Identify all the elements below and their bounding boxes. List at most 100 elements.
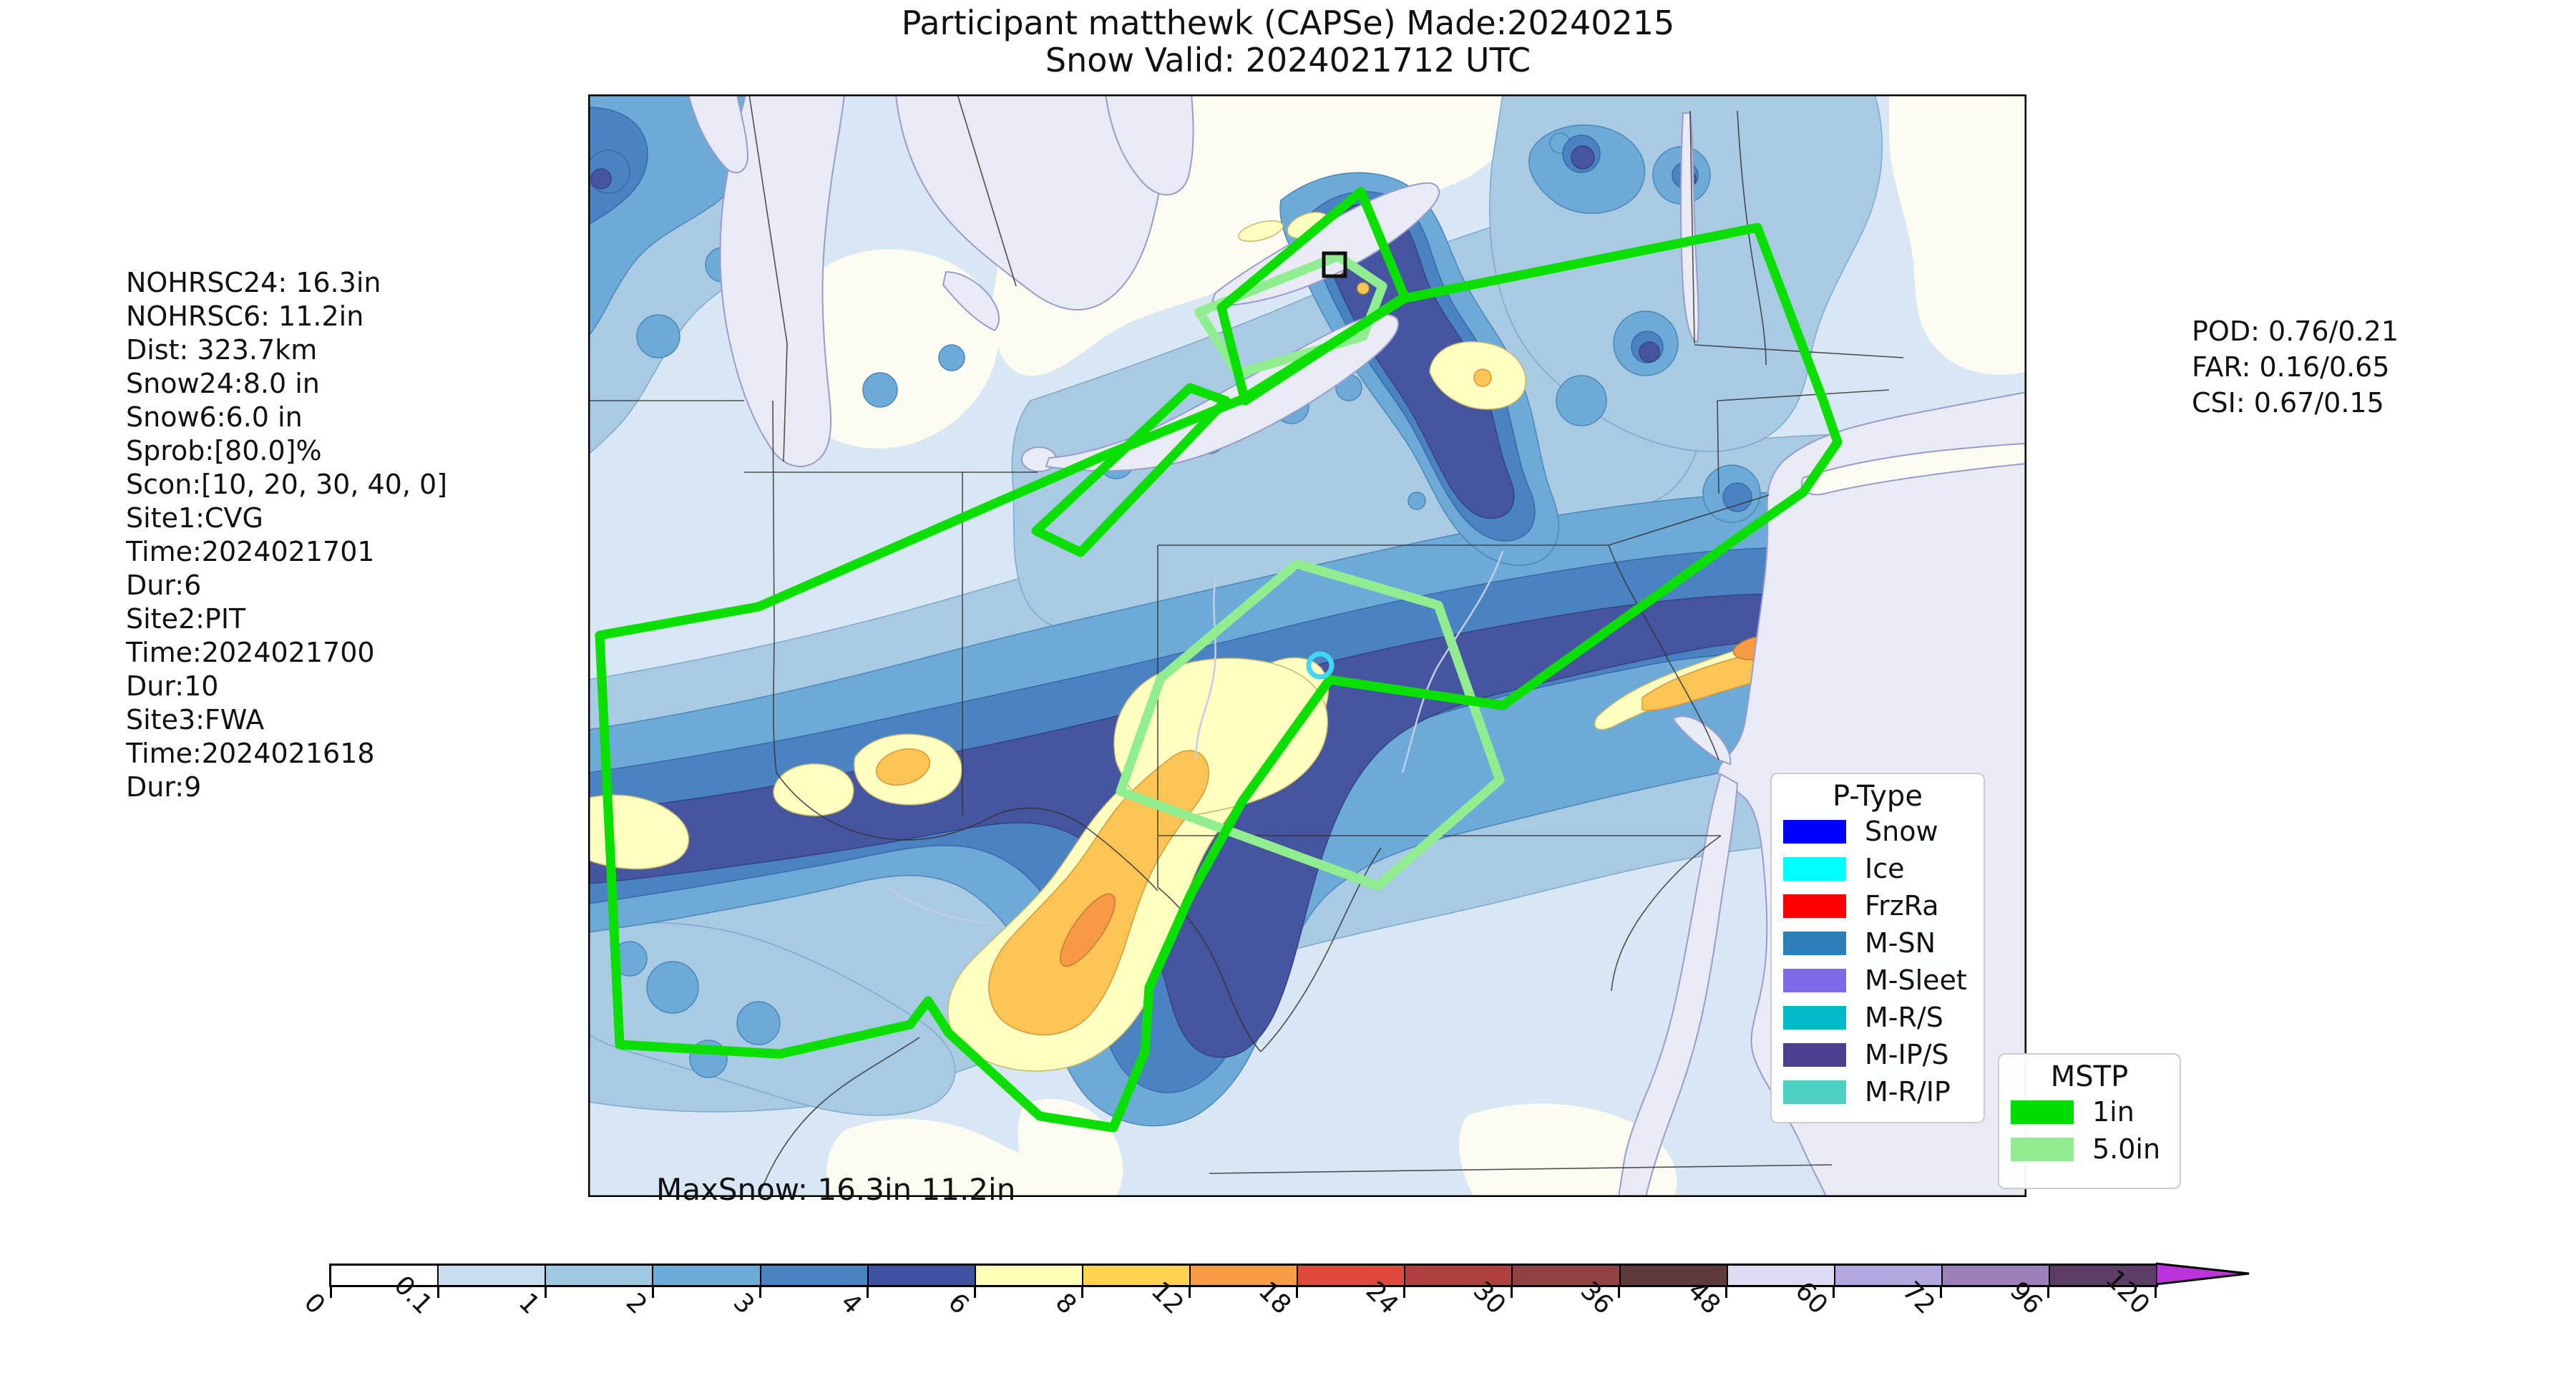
left-stat-line-7: Site1:CVG — [126, 502, 263, 534]
colorbar-segment-15 — [1942, 1266, 2050, 1285]
colorbar-tick-60 — [1833, 1287, 1835, 1298]
lake-michigan — [719, 94, 846, 467]
colorbar-tick-36 — [1618, 1287, 1620, 1298]
mstp-item-5-0in: 5.0in — [1999, 1130, 2180, 1168]
lake-ontario — [1209, 182, 1440, 308]
ptype-item-m-ip-s: M-IP/S — [1772, 1036, 1984, 1073]
colorbar-extend-arrow — [2156, 1262, 2250, 1286]
left-stat-line-1: NOHRSC6: 11.2in — [126, 301, 364, 332]
colorbar-segment-12 — [1620, 1266, 1728, 1285]
left-stat-line-5: Sprob:[80.0]% — [126, 435, 322, 466]
saginaw-bay — [942, 270, 1000, 332]
snow-contour-map — [588, 94, 2026, 1197]
colorbar-tick-4 — [867, 1287, 869, 1298]
ptype-item-m-sleet: M-Sleet — [1772, 962, 1984, 999]
left-stats-block: NOHRSC24: 16.3in NOHRSC6: 11.2in Dist: 323… — [126, 266, 447, 804]
title-line-1: Participant matthewk (CAPSe) Made:202402… — [901, 4, 1675, 42]
mstp-legend-title: MSTP — [2050, 1060, 2129, 1093]
colorbar-segment-14 — [1835, 1266, 1943, 1285]
ptype-label-5: M-R/S — [1865, 1002, 1943, 1033]
ptype-label-4: M-Sleet — [1865, 964, 1967, 996]
ptype-swatch-0 — [1783, 819, 1846, 844]
ptype-swatch-1 — [1783, 856, 1846, 881]
ptype-item-m-r-ip: M-R/IP — [1772, 1073, 1984, 1110]
ptype-item-m-sn: M-SN — [1772, 924, 1984, 962]
colorbar-segment-9 — [1298, 1266, 1406, 1285]
colorbar-segment-16 — [2050, 1266, 2157, 1285]
colorbar-segment-2 — [546, 1266, 654, 1285]
left-stat-line-10: Site2:PIT — [126, 603, 246, 635]
colorbar-tick-3 — [759, 1287, 761, 1298]
colorbar-segment-10 — [1405, 1266, 1513, 1285]
map-panel: MaxSnow: 16.3in 11.2in — [588, 94, 2026, 1207]
colorbar-segment-5 — [868, 1266, 976, 1285]
ptype-legend-title: P-Type — [1833, 780, 1923, 813]
verification-stats-block: POD: 0.76/0.21 FAR: 0.16/0.65 CSI: 0.67/0.… — [2192, 313, 2399, 421]
mstp-item-1in: 1in — [1999, 1093, 2180, 1130]
right-stat-line-0: POD: 0.76/0.21 — [2192, 316, 2399, 347]
ptype-label-3: M-SN — [1865, 927, 1936, 959]
ptype-label-6: M-IP/S — [1865, 1039, 1949, 1070]
ptype-swatch-4 — [1783, 968, 1846, 992]
left-stat-line-4: Snow6:6.0 in — [126, 401, 303, 433]
ptype-label-2: FrzRa — [1865, 890, 1939, 922]
right-stat-line-2: CSI: 0.67/0.15 — [2192, 387, 2384, 419]
rivers — [887, 550, 1504, 924]
mstp-swatch-1 — [2011, 1137, 2074, 1161]
ptype-swatch-7 — [1783, 1080, 1846, 1104]
left-stat-line-11: Time:2024021700 — [126, 637, 375, 668]
colorbar-tick-8 — [1081, 1287, 1083, 1298]
colorbar-segment-8 — [1191, 1266, 1299, 1285]
figure-title: Participant matthewk (CAPSe) Made:202402… — [0, 4, 2576, 79]
colorbar-tick-0 — [330, 1287, 332, 1298]
map-markers — [1306, 251, 1370, 680]
colorbar-tick-1 — [545, 1287, 547, 1298]
left-stat-line-8: Time:2024021701 — [126, 536, 375, 567]
map-border — [588, 94, 2026, 1197]
ptype-label-1: Ice — [1865, 853, 1905, 884]
mstp-swatch-0 — [2011, 1100, 2074, 1124]
colorbar-segment-1 — [439, 1266, 547, 1285]
colorbar-tick-6 — [974, 1287, 976, 1298]
colorbar-segment-4 — [761, 1266, 869, 1285]
left-stat-line-14: Time:2024021618 — [126, 738, 375, 769]
colorbar-tick-12 — [1189, 1287, 1191, 1298]
mstp-legend: MSTP 1in 5.0in — [1998, 1053, 2181, 1189]
colorbar-tick-0.1 — [437, 1287, 439, 1298]
ptype-label-0: Snow — [1865, 816, 1938, 847]
black-square-site-marker — [1322, 251, 1347, 278]
colorbar-tick-18 — [1296, 1287, 1298, 1298]
colorbar-tick-72 — [1940, 1287, 1942, 1298]
left-stat-line-13: Site3:FWA — [126, 704, 265, 736]
left-stat-line-2: Dist: 323.7km — [126, 334, 318, 366]
ptype-swatch-3 — [1783, 931, 1846, 955]
colorbar-tick-2 — [652, 1287, 654, 1298]
colorbar-segment-0 — [331, 1266, 439, 1285]
colorbar-segment-11 — [1513, 1266, 1621, 1285]
chesapeake-bay — [1617, 773, 1739, 1197]
lake-champlain — [1680, 112, 1699, 343]
orange-dot-marker — [1356, 281, 1370, 295]
ptype-item-m-r-s: M-R/S — [1772, 999, 1984, 1036]
georgian-bay — [1104, 94, 1194, 196]
mstp-label-0: 1in — [2092, 1096, 2135, 1128]
left-stat-line-9: Dur:6 — [126, 570, 202, 601]
left-stat-line-6: Scon:[10, 20, 30, 40, 0] — [126, 469, 448, 500]
colorbar-tick-48 — [1725, 1287, 1727, 1298]
lake-huron — [894, 94, 1174, 311]
right-stat-line-1: FAR: 0.16/0.65 — [2192, 351, 2390, 383]
ptype-swatch-5 — [1783, 1005, 1846, 1030]
maxsnow-label: MaxSnow: 16.3in 11.2in — [656, 1172, 1016, 1207]
colorbar-tick-label-0: 0 — [298, 1287, 331, 1320]
colorbar-segment-6 — [975, 1266, 1083, 1285]
green-bay — [687, 94, 749, 174]
mstp-1in-contours — [595, 187, 1843, 1133]
ptype-label-7: M-R/IP — [1865, 1076, 1951, 1108]
colorbar-segment-13 — [1727, 1266, 1835, 1285]
ptype-swatch-6 — [1783, 1042, 1846, 1067]
long-island — [1801, 442, 2026, 496]
ptype-item-frzra: FrzRa — [1772, 887, 1984, 924]
ptype-item-ice: Ice — [1772, 850, 1984, 887]
cyan-circle-marker — [1306, 651, 1335, 680]
